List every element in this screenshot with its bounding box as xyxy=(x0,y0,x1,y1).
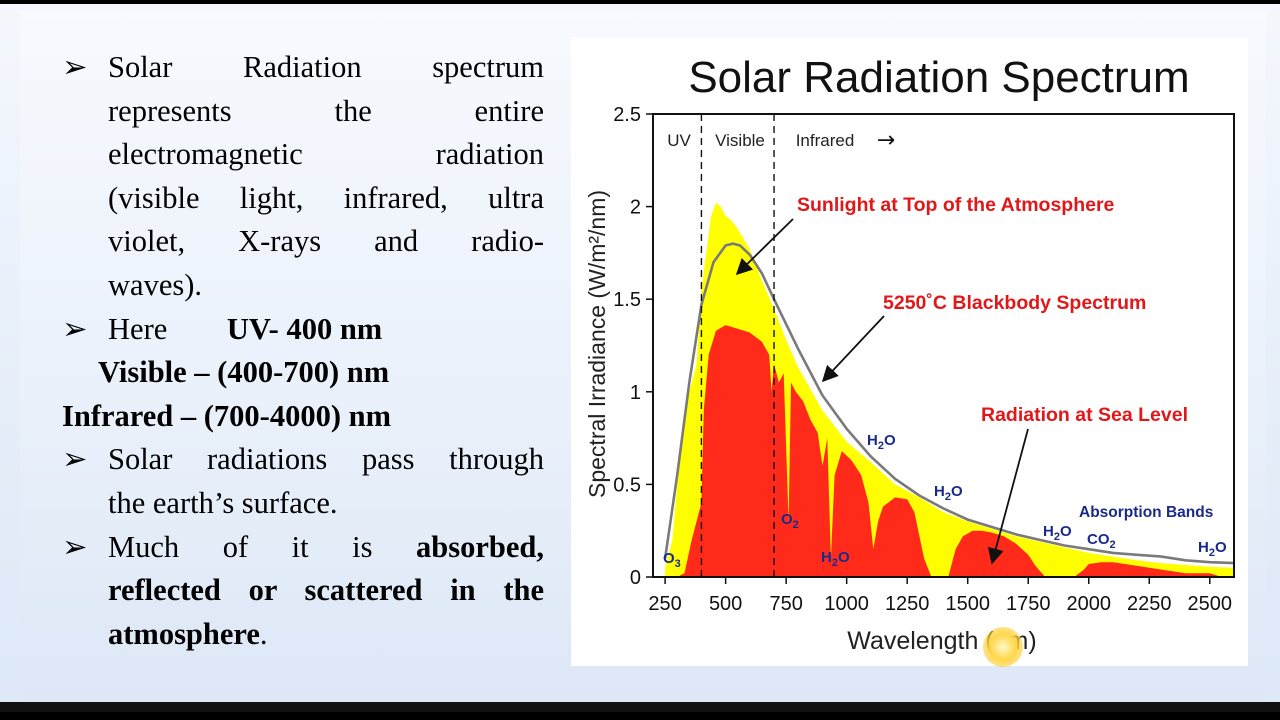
bottom-bar xyxy=(0,702,1280,712)
absorption-label: O3 xyxy=(663,550,681,570)
plot-frame xyxy=(652,113,1235,578)
bullet-point-2: ➢ Here UV- 400 nm xyxy=(62,308,544,352)
infrared-arrow-icon: → xyxy=(877,128,895,153)
infrared-range: Infrared – (700-4000) nm xyxy=(62,398,391,433)
absorption-label: O2 xyxy=(781,511,799,531)
bullet-arrow-icon: ➢ xyxy=(62,50,88,84)
absorption-label: CO2 xyxy=(1087,531,1116,551)
x-tick-label: 1250 xyxy=(885,593,930,615)
x-tick-label: 1000 xyxy=(824,593,869,615)
uv-range: UV- 400 nm xyxy=(226,311,383,346)
x-tick-label: 2250 xyxy=(1127,593,1172,615)
bullet-1-line: waves). xyxy=(108,267,203,302)
y-axis-label: Spectral Irradiance (W/m²/nm) xyxy=(584,190,610,498)
bullet-1-line: Solar Radiation spectrum xyxy=(108,50,544,84)
bullet-point-4: ➢ Much of it is absorbed, reflected or s… xyxy=(62,526,544,657)
annotation-blackbody: 5250˚C Blackbody Spectrum xyxy=(883,291,1146,314)
region-infrared-label: Infrared xyxy=(796,131,855,150)
absorption-label: H2O xyxy=(821,549,850,569)
chart-panel: Solar Radiation Spectrum 250 500 750 1000 12… xyxy=(571,37,1248,667)
x-tick-label: 500 xyxy=(709,593,742,615)
absorption-label: H2O xyxy=(1198,539,1227,559)
slide: ➢ Solar Radiation spectrum represents th… xyxy=(0,4,1280,712)
annotation-sea-level: Radiation at Sea Level xyxy=(981,404,1188,426)
annotation-top-atmosphere: Sunlight at Top of the Atmosphere xyxy=(797,194,1115,216)
annotation-absorption-bands: Absorption Bands xyxy=(1079,504,1213,521)
y-tick-label: 2.5 xyxy=(613,104,641,126)
bullet-1-line: (visible light, infrared, ultra xyxy=(108,180,544,215)
y-tick-label: 1.5 xyxy=(613,289,641,311)
solar-spectrum-chart: Solar Radiation Spectrum 250 500 750 1000 12… xyxy=(584,53,1235,655)
annotation-arrows xyxy=(735,218,1029,565)
cursor-highlight xyxy=(983,627,1023,667)
annotation-arrow xyxy=(821,315,885,383)
series-blackbody-line xyxy=(663,242,1235,565)
bullet-4-bold-text: absorbed, xyxy=(416,529,544,564)
bullet-arrow-icon: ➢ xyxy=(62,311,88,346)
x-tick-label: 750 xyxy=(769,593,802,615)
absorption-label: H2O xyxy=(867,432,896,452)
absorption-label: H2O xyxy=(1043,523,1072,543)
bullet-point-1: ➢ Solar Radiation spectrum represents th… xyxy=(62,46,544,308)
bullet-4-end-text: . xyxy=(259,616,268,651)
y-tick-label: 2 xyxy=(630,197,641,219)
bullet-3-line: Solar radiations pass through xyxy=(108,442,544,477)
y-tick-label: 1 xyxy=(630,382,641,404)
bullet-1-line: represents the entire xyxy=(108,93,544,128)
bullet-4-bold-text: reflected or scattered in the xyxy=(108,573,544,608)
series-sea-level-area xyxy=(677,325,1234,577)
bullet-4-bold-text: atmosphere xyxy=(108,616,260,651)
absorption-label: H2O xyxy=(934,483,963,503)
x-tick-label: 2500 xyxy=(1188,593,1233,615)
here-label: Here xyxy=(108,311,168,346)
x-tick-label: 1750 xyxy=(1006,593,1051,615)
chart-title: Solar Radiation Spectrum xyxy=(688,53,1189,102)
y-tick-label: 0.5 xyxy=(613,474,641,496)
annotation-arrow xyxy=(987,428,1029,565)
annotation-arrow xyxy=(735,218,794,276)
x-tick-label: 1500 xyxy=(945,593,990,615)
y-tick-label: 0 xyxy=(630,567,641,589)
x-tick-label: 2000 xyxy=(1067,593,1112,615)
absorption-label-group: O3 O2 H2O H2O H2O H2O CO2 H2O xyxy=(663,432,1227,570)
bullet-arrow-icon: ➢ xyxy=(62,442,88,477)
bullet-3-line: the earth’s surface. xyxy=(108,485,338,520)
visible-range: Visible – (400-700) nm xyxy=(98,355,390,390)
x-tick-label: 250 xyxy=(648,593,681,615)
bullet-4-normal-text: Much of it is xyxy=(108,529,417,564)
region-visible-label: Visible xyxy=(715,131,765,150)
region-uv-label: UV xyxy=(667,131,691,150)
bullet-point-3: ➢ Solar radiations pass through the eart… xyxy=(62,438,544,525)
bullet-list: ➢ Solar Radiation spectrum represents th… xyxy=(62,46,544,656)
bullet-1-line: violet, X-rays and radio- xyxy=(108,224,544,259)
bullet-1-line: electromagnetic radiation xyxy=(108,137,544,172)
bullet-arrow-icon: ➢ xyxy=(62,529,88,564)
